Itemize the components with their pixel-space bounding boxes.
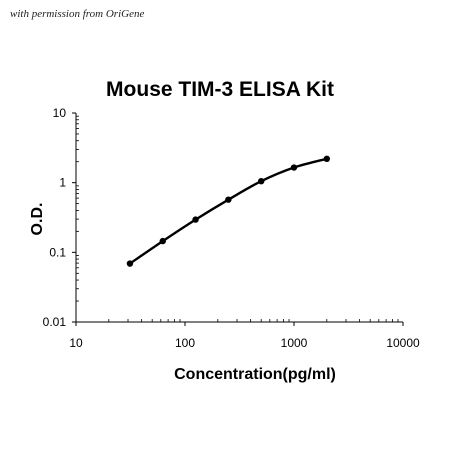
x-tick-label: 10 (69, 336, 83, 350)
x-tick-label: 10000 (386, 336, 420, 350)
axis-ticks: 0.01 0.1 1 10 10 100 1000 10000 (43, 106, 420, 350)
series-line (128, 157, 329, 265)
x-axis-label: Concentration(pg/ml) (174, 366, 336, 383)
data-point (225, 196, 232, 203)
data-point (290, 164, 298, 171)
x-tick-label: 100 (175, 336, 195, 350)
y-tick-label: 10 (53, 106, 67, 120)
data-point (192, 216, 199, 223)
y-tick-label: 0.1 (49, 245, 66, 259)
data-point (126, 260, 134, 267)
plot-axes (75, 113, 403, 323)
data-point (323, 155, 331, 163)
chart-title: Mouse TIM-3 ELISA Kit (106, 78, 334, 101)
data-point (257, 177, 265, 185)
data-series (126, 155, 331, 267)
y-tick-label: 1 (59, 176, 66, 190)
y-tick-label: 0.01 (43, 315, 67, 329)
permission-credit: with permission from OriGene (10, 8, 145, 20)
data-point (159, 237, 166, 245)
x-tick-label: 1000 (281, 336, 308, 350)
y-axis-label: O.D. (29, 203, 46, 236)
